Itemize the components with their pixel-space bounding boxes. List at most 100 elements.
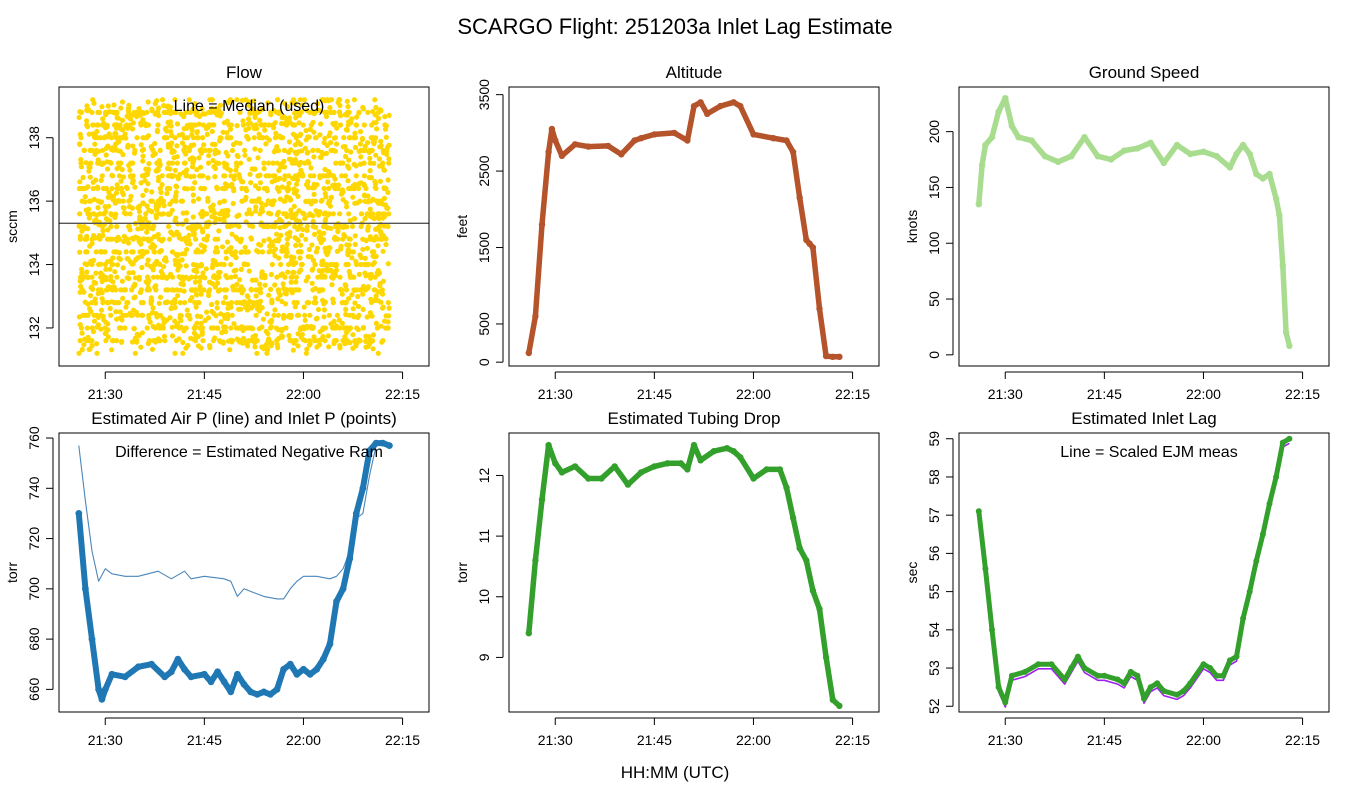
flow-point	[235, 236, 241, 242]
flow-point	[357, 161, 364, 167]
inlet-lag-point	[1246, 588, 1253, 595]
inlet-lag-point	[1074, 653, 1081, 660]
flow-point	[125, 300, 131, 306]
flow-point	[192, 279, 198, 285]
flow-point	[130, 270, 136, 276]
flow-point	[296, 269, 302, 275]
flow-point	[219, 185, 226, 192]
flow-point	[176, 235, 182, 241]
plot-area-pressure	[75, 439, 393, 703]
flow-point	[150, 323, 156, 330]
flow-point	[324, 109, 330, 115]
groundspeed-point	[1187, 150, 1194, 158]
flow-point	[198, 291, 204, 297]
plot-frame	[508, 432, 880, 713]
flow-point	[90, 286, 96, 292]
flow-point	[299, 232, 305, 238]
flow-point	[369, 147, 375, 153]
flow-point	[343, 153, 349, 160]
flow-point	[311, 154, 317, 160]
flow-point	[209, 128, 215, 135]
flow-point	[371, 249, 377, 255]
inlet-lag-point	[1101, 672, 1108, 679]
flow-point	[304, 227, 310, 233]
inlet-lag-point	[1094, 672, 1101, 679]
flow-point	[238, 287, 244, 293]
flow-point	[210, 207, 216, 213]
flow-point	[277, 225, 283, 231]
flow-point	[253, 122, 259, 128]
flow-point	[186, 232, 192, 238]
flow-point	[332, 234, 338, 240]
flow-point	[331, 135, 337, 141]
flow-point	[323, 113, 330, 120]
flow-point	[293, 217, 299, 223]
plot-area-flow	[59, 97, 429, 356]
flow-point	[311, 338, 318, 344]
flow-point	[289, 100, 295, 106]
flow-point	[190, 106, 196, 112]
flow-point	[266, 210, 272, 216]
x-tick-label: 21:45	[1087, 386, 1122, 402]
flow-point	[346, 236, 352, 242]
flow-point	[306, 160, 312, 166]
flow-point	[157, 163, 163, 169]
flow-point	[370, 139, 376, 145]
tubingdrop-point	[723, 445, 731, 452]
flow-point	[302, 160, 308, 166]
y-axis-label: torr	[454, 562, 470, 583]
flow-point	[370, 211, 376, 217]
groundspeed-point	[982, 141, 989, 149]
flow-point	[292, 110, 298, 116]
flow-point	[122, 287, 128, 293]
flow-point	[199, 274, 205, 280]
flow-point	[107, 266, 113, 272]
y-tick-label: 54	[926, 622, 942, 638]
flow-point	[93, 217, 99, 223]
flow-point	[272, 253, 278, 259]
flow-point	[97, 236, 103, 242]
flow-point	[195, 300, 201, 306]
flow-point	[79, 198, 85, 204]
flow-point	[301, 304, 307, 310]
flow-point	[194, 313, 200, 319]
tubingdrop-point	[624, 481, 632, 488]
flow-point	[180, 282, 186, 288]
flow-point	[146, 207, 152, 213]
flow-point	[288, 258, 294, 264]
inlet-pressure-point	[319, 655, 327, 663]
flow-point	[278, 232, 284, 238]
flow-point	[377, 178, 383, 184]
inlet-pressure-point	[359, 484, 367, 492]
flow-point	[119, 317, 125, 323]
flow-point	[118, 160, 124, 166]
flow-point	[386, 156, 392, 162]
flow-point	[103, 330, 109, 336]
inlet-lag-point	[1200, 661, 1207, 668]
flow-point	[243, 304, 249, 310]
flow-point	[321, 230, 327, 236]
flow-point	[120, 265, 126, 271]
flow-point	[329, 97, 335, 103]
flow-point	[93, 249, 99, 255]
inlet-pressure-point	[280, 665, 287, 673]
flow-point	[229, 147, 235, 154]
flow-point	[107, 236, 113, 242]
flow-point	[276, 167, 282, 174]
flow-point	[298, 261, 304, 268]
flow-point	[382, 122, 388, 128]
flow-point	[310, 119, 316, 125]
flow-point	[154, 129, 160, 135]
x-tick-label: 22:00	[1186, 386, 1221, 402]
flow-point	[91, 318, 98, 324]
flow-point	[367, 168, 373, 174]
flow-point	[261, 346, 267, 352]
flow-point	[178, 198, 184, 204]
flow-point	[92, 141, 98, 147]
flow-point	[336, 182, 342, 188]
flow-point	[213, 216, 220, 222]
flow-point	[215, 325, 221, 331]
flow-point	[344, 127, 350, 133]
x-tick-label: 21:30	[538, 732, 573, 748]
flow-point	[179, 221, 186, 227]
